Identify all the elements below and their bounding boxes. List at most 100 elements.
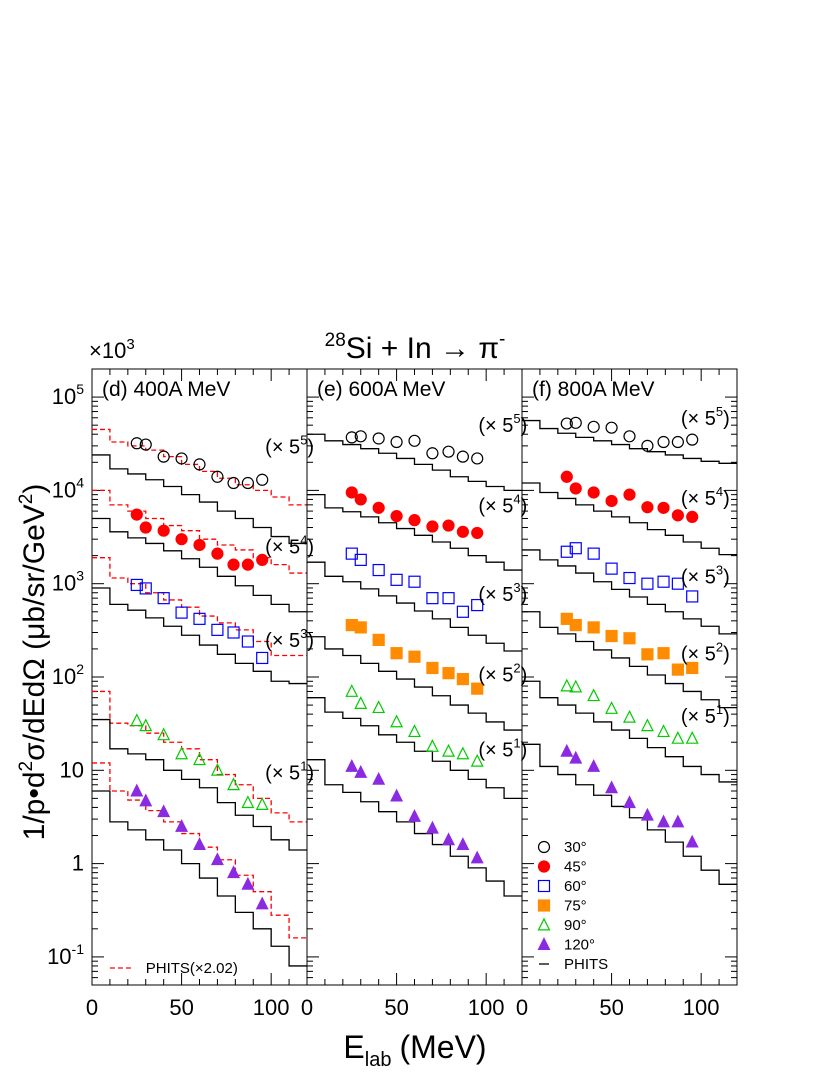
scale-label-exp: 1 xyxy=(716,702,723,717)
scale-label: (× 51) xyxy=(478,736,527,762)
data-point xyxy=(193,837,206,851)
y-tick-label: 104 xyxy=(52,474,84,502)
panel-2: 0 50 100(e) 600A MeV(× 55)(× 54)(× 53)(× 5… xyxy=(301,368,528,1020)
data-point xyxy=(671,435,684,449)
data-point xyxy=(685,834,699,848)
scale-label-close: ) xyxy=(521,415,528,437)
data-point xyxy=(657,814,671,828)
scale-label-exp: 2 xyxy=(716,640,723,655)
x-label-main: E xyxy=(343,1029,364,1065)
phits-line xyxy=(522,680,737,783)
scale-label: (× 55) xyxy=(265,432,314,458)
scale-label-base: (× 5 xyxy=(265,762,300,784)
phits-line xyxy=(92,454,307,545)
y-tick-exp: 5 xyxy=(76,381,84,397)
scale-label-close: ) xyxy=(521,495,528,517)
phits-scaled-line xyxy=(92,690,307,823)
panel-label: (d) 400A MeV xyxy=(102,378,230,401)
scale-label-exp: 4 xyxy=(300,533,307,548)
data-point xyxy=(686,590,699,603)
scale-label-exp: 5 xyxy=(513,411,520,426)
data-point xyxy=(408,575,421,588)
legend-label: 120° xyxy=(564,937,595,954)
scale-label: (× 53) xyxy=(681,563,730,589)
data-point xyxy=(587,420,600,433)
scale-label-close: ) xyxy=(723,644,730,666)
scale-multiplier-exp: 3 xyxy=(126,336,134,353)
scale-label-close: ) xyxy=(307,537,314,559)
data-point xyxy=(685,730,699,744)
y-tick-label: 105 xyxy=(52,381,84,409)
data-point xyxy=(372,563,385,577)
y-label-square: 2 xyxy=(16,494,37,505)
panel-frame xyxy=(91,368,308,986)
data-point xyxy=(605,421,618,434)
data-point xyxy=(193,538,206,552)
title-reaction: Si + In → π xyxy=(346,332,499,365)
x-axis-label: Elab (MeV) xyxy=(343,1029,486,1071)
data-point xyxy=(623,632,636,645)
scale-label-close: ) xyxy=(307,436,314,458)
x-tick-label: 50 xyxy=(599,995,623,1020)
data-point xyxy=(193,458,206,471)
data-point xyxy=(139,793,153,807)
phits-line xyxy=(307,636,522,731)
scale-label-base: (× 5 xyxy=(478,584,513,606)
y-label-sigma: σ/dEdΩ (μb/sr/GeV xyxy=(18,504,51,761)
legend-marker xyxy=(537,840,551,854)
y-tick-exp: -1 xyxy=(72,941,85,957)
data-point xyxy=(569,750,583,764)
panels: 0 50 100(d) 400A MeV(× 55)(× 54)(× 53)(× 5… xyxy=(47,368,738,1020)
legend-item: 30° xyxy=(537,839,587,856)
data-point xyxy=(686,510,699,523)
scale-label-exp: 2 xyxy=(513,660,520,675)
scale-label: (× 52) xyxy=(681,640,730,666)
legend-item: 120° xyxy=(537,937,595,954)
legend-marker xyxy=(537,879,551,893)
scale-label-base: (× 5 xyxy=(478,495,513,517)
data-point xyxy=(442,743,456,757)
data-point xyxy=(130,437,143,450)
data-point xyxy=(426,447,439,460)
data-point xyxy=(671,577,684,590)
data-point xyxy=(605,629,618,643)
data-point xyxy=(157,592,170,605)
scale-label-close: ) xyxy=(307,762,314,784)
scale-label-base: (× 5 xyxy=(478,415,513,437)
data-point xyxy=(139,438,152,451)
data-point xyxy=(390,788,404,802)
legend-marker xyxy=(537,899,551,912)
phits-scaled-line xyxy=(92,489,307,574)
scale-label: (× 52) xyxy=(478,660,527,686)
scale-label-exp: 3 xyxy=(513,580,520,595)
phits-line xyxy=(522,419,737,464)
y-label-bullet: • xyxy=(18,788,51,799)
data-point xyxy=(456,605,469,618)
y-tick-base: 10 xyxy=(52,477,76,502)
data-point xyxy=(345,547,358,560)
phits-scaled-line xyxy=(92,762,307,939)
data-point xyxy=(354,765,368,778)
data-point xyxy=(425,739,439,752)
data-point xyxy=(130,713,144,727)
data-point xyxy=(671,509,684,522)
data-point xyxy=(587,759,601,772)
scale-label-close: ) xyxy=(723,706,730,728)
scale-label-base: (× 5 xyxy=(681,706,716,728)
data-point xyxy=(372,700,386,714)
data-point xyxy=(569,542,582,555)
data-point xyxy=(657,724,671,738)
data-point xyxy=(471,526,484,540)
data-point xyxy=(456,525,469,538)
data-point xyxy=(442,592,455,605)
data-point xyxy=(470,753,484,767)
phits-line xyxy=(522,611,737,709)
data-point xyxy=(372,432,385,445)
data-point xyxy=(471,452,484,465)
data-point xyxy=(408,650,421,663)
data-point xyxy=(211,547,224,560)
phits-line xyxy=(307,494,522,571)
scale-label-close: ) xyxy=(521,740,528,762)
x-tick-label: 0 xyxy=(516,995,528,1020)
